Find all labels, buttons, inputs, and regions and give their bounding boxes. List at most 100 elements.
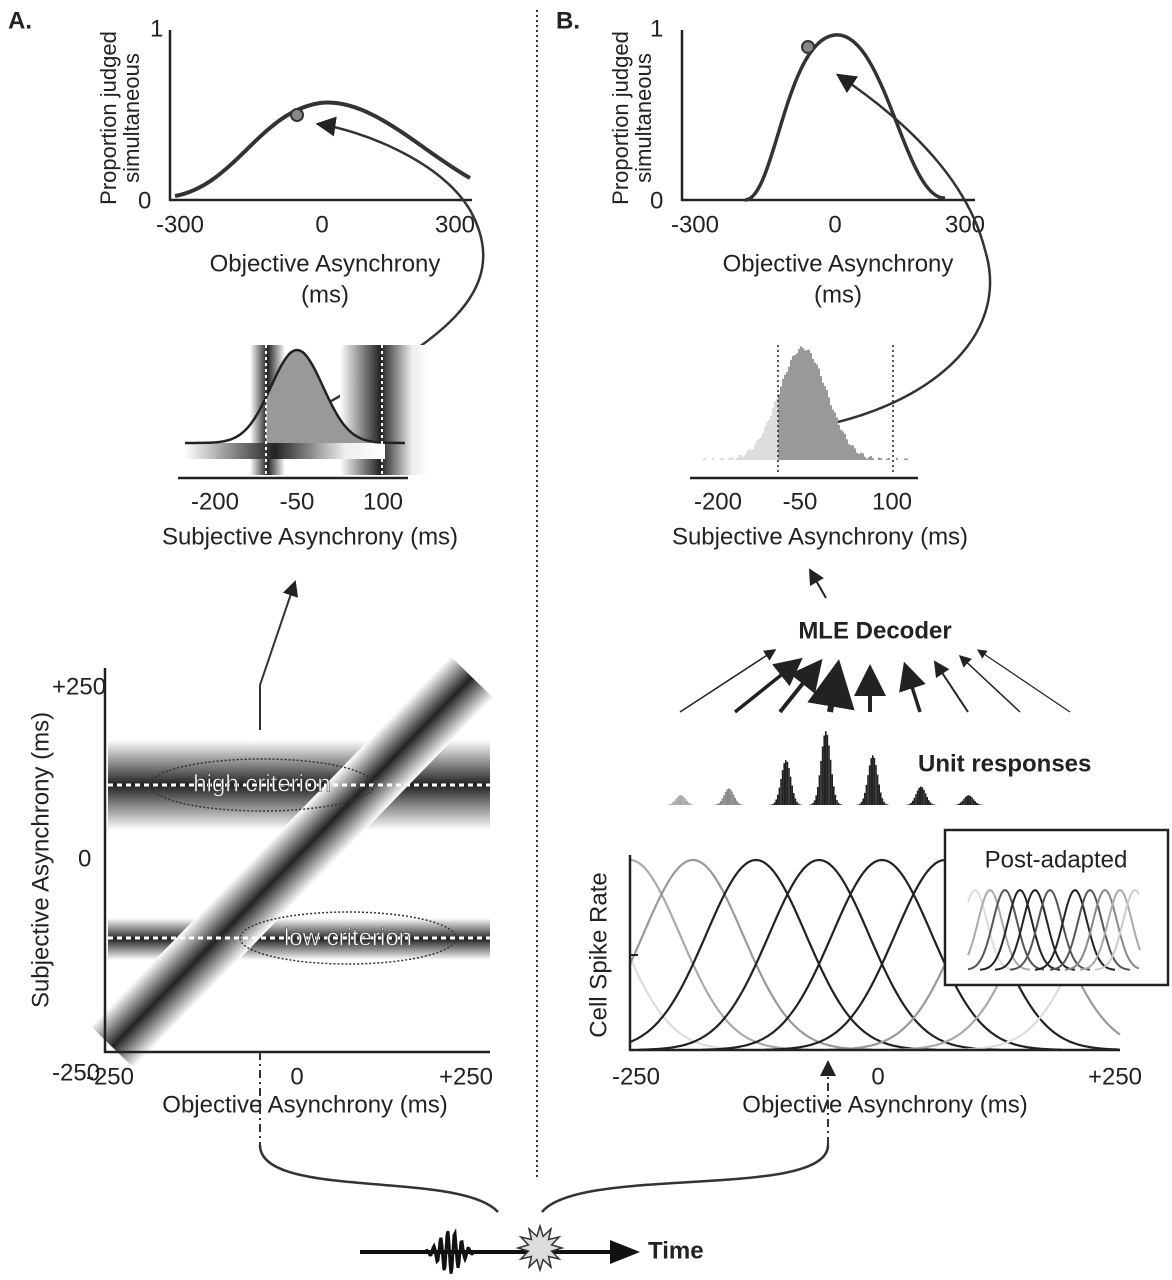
unit-bar <box>787 762 789 805</box>
histogram-bar <box>752 449 754 460</box>
unit-bar <box>677 797 679 805</box>
histogram-bar <box>756 440 758 460</box>
histogram-bar <box>860 453 862 460</box>
unit-bar <box>777 795 779 805</box>
unit-bar <box>914 798 916 805</box>
y-label: simultaneous <box>631 53 656 183</box>
x-label: Subjective Asynchrony (ms) <box>672 523 968 550</box>
unit-bar <box>674 801 676 805</box>
unit-bar <box>872 755 874 805</box>
unit-bar <box>675 799 677 805</box>
x-label: Objective Asynchrony (ms) <box>742 1091 1027 1118</box>
x-tick-label: +250 <box>1088 1063 1142 1090</box>
histogram-bar <box>740 455 742 460</box>
x-label: Objective Asynchrony <box>723 250 954 277</box>
histogram-bar <box>816 364 818 460</box>
unit-bar <box>828 745 830 805</box>
unit-bar <box>680 795 682 805</box>
unit-bar <box>973 799 975 805</box>
unit-bar <box>838 803 840 805</box>
histogram-bar <box>774 401 776 460</box>
y-tick-label: +250 <box>52 673 106 700</box>
x-label: Objective Asynchrony <box>210 250 441 277</box>
unit-bar <box>858 804 860 805</box>
unit-bar <box>728 788 730 805</box>
time-label: Time <box>648 1237 704 1264</box>
unit-bar <box>822 746 824 805</box>
unit-bar <box>926 797 928 805</box>
x-tick-label: 100 <box>363 488 403 515</box>
unit-bar <box>979 804 981 805</box>
unit-bar <box>782 770 784 805</box>
histogram-bar <box>720 458 722 460</box>
unit-bar <box>833 786 835 805</box>
unit-bar <box>915 794 917 805</box>
x-tick-label: 300 <box>435 211 475 238</box>
histogram-bar <box>750 450 752 460</box>
unit-bar <box>974 801 976 805</box>
unit-responses-label: Unit responses <box>918 750 1091 777</box>
histogram-bar <box>772 408 774 460</box>
x-tick-label: -300 <box>156 211 204 238</box>
unit-bar <box>682 796 684 805</box>
y-tick-label: 0 <box>138 187 151 214</box>
histogram-bar <box>820 376 822 460</box>
unit-bar <box>723 795 725 805</box>
unit-bar <box>793 793 795 805</box>
unit-bar <box>839 804 841 805</box>
histogram-bar <box>888 458 890 460</box>
y-tick-label: 0 <box>78 845 91 872</box>
unit-bar <box>690 804 692 805</box>
y-tick-label: 0 <box>650 187 663 214</box>
unit-bar <box>733 795 735 805</box>
histogram-bar <box>838 425 840 460</box>
x-tick-label: -50 <box>783 488 818 515</box>
histogram-bar <box>800 346 802 460</box>
histogram-bar <box>826 390 828 460</box>
unit-bar <box>780 779 782 805</box>
unit-bar <box>878 784 880 805</box>
unit-bar <box>933 804 935 805</box>
annotation: high criterion <box>193 770 330 797</box>
unit-bar <box>831 774 833 805</box>
unit-bar <box>958 804 960 805</box>
x-label: Subjective Asynchrony (ms) <box>162 523 458 550</box>
histogram-bar <box>864 457 866 460</box>
histogram-bar <box>818 369 820 460</box>
y-label: Proportion judged <box>608 31 633 205</box>
unit-bar <box>867 775 869 805</box>
histogram-bar <box>748 449 750 460</box>
histogram-bar <box>722 458 724 460</box>
unit-bar <box>799 804 801 805</box>
histogram-bar <box>868 457 870 460</box>
unit-bar <box>739 804 741 805</box>
unit-bar <box>877 775 879 805</box>
histogram-bar <box>790 360 792 460</box>
histogram-bar <box>728 458 730 460</box>
unit-bar <box>718 803 720 805</box>
unit-bar <box>962 801 964 805</box>
unit-bar <box>678 796 680 805</box>
unit-bar <box>931 804 933 805</box>
histogram-bar <box>794 355 796 460</box>
unit-bar <box>772 804 774 805</box>
histogram-bar <box>786 372 788 460</box>
unit-bar <box>912 801 914 805</box>
unit-bar <box>736 801 738 805</box>
histogram-bar <box>808 350 810 460</box>
unit-bar <box>870 758 872 805</box>
unit-bar <box>820 761 822 805</box>
histogram-bar <box>842 431 844 460</box>
unit-bar <box>928 800 930 805</box>
histogram-bar <box>872 458 874 460</box>
histogram-bar <box>804 350 806 460</box>
unit-bar <box>811 804 813 805</box>
unit-bar <box>775 799 777 805</box>
histogram-bar <box>784 375 786 460</box>
unit-bar <box>963 799 965 805</box>
unit-bar <box>862 798 864 805</box>
unit-bar <box>970 796 972 805</box>
histogram-bar <box>796 353 798 460</box>
unit-bar <box>825 731 827 805</box>
unit-bar <box>722 798 724 805</box>
